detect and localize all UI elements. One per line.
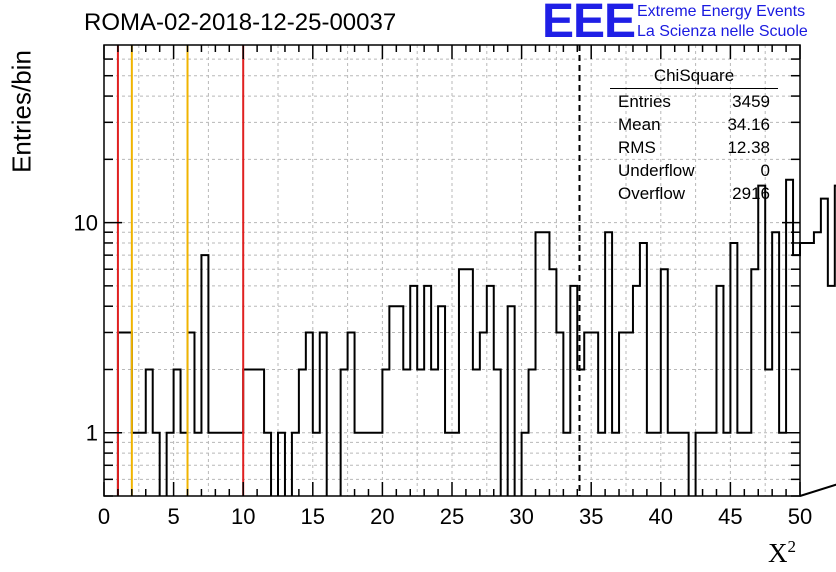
stats-label: Underflow [618,161,695,180]
stats-value: 34.16 [727,115,770,134]
stats-value: 12.38 [727,138,770,157]
x-tick-label: 0 [98,504,110,529]
logo-line-1: Extreme Energy Events [637,3,806,20]
x-tick-label: 40 [649,504,673,529]
x-tick-label: 15 [301,504,325,529]
y-tick-label: 1 [86,421,98,446]
stats-name: ChiSquare [610,66,778,89]
stats-label: RMS [618,138,656,157]
y-tick-label: 10 [74,211,98,236]
x-tick-label: 35 [579,504,603,529]
histogram-line [116,178,836,497]
logo-line-2: La Scienza nelle Scuole [637,23,808,40]
x-tick-label: 45 [718,504,742,529]
stats-value: 0 [760,161,770,180]
stats-label: Overflow [618,184,686,203]
x-axis-label-text: X [768,538,788,568]
x-tick-label: 5 [167,504,179,529]
stats-row-rms: RMS 12.38 [610,136,778,159]
stats-value: 3459 [732,92,770,111]
x-tick-label: 20 [370,504,394,529]
x-tick-label: 10 [231,504,255,529]
stats-row-mean: Mean 34.16 [610,113,778,136]
stats-value: 2916 [732,184,770,203]
y-axis-label: Entries/bin [6,50,37,173]
stats-label: Mean [618,115,661,134]
stats-row-entries: Entries 3459 [610,90,778,113]
plot-title: ROMA-02-2018-12-25-00037 [84,9,397,36]
stats-label: Entries [618,92,671,111]
stats-row-overflow: Overflow 2916 [610,182,778,205]
x-tick-label: 30 [509,504,533,529]
stats-box: ChiSquare Entries 3459 Mean 34.16 RMS 12.38… [610,66,778,205]
x-axis-label-superscript: 2 [787,537,797,556]
x-tick-label: 50 [788,504,812,529]
x-axis-label: X2 [768,537,796,569]
stats-row-underflow: Underflow 0 [610,159,778,182]
eee-logo: EEE [542,0,636,48]
x-tick-label: 25 [440,504,464,529]
